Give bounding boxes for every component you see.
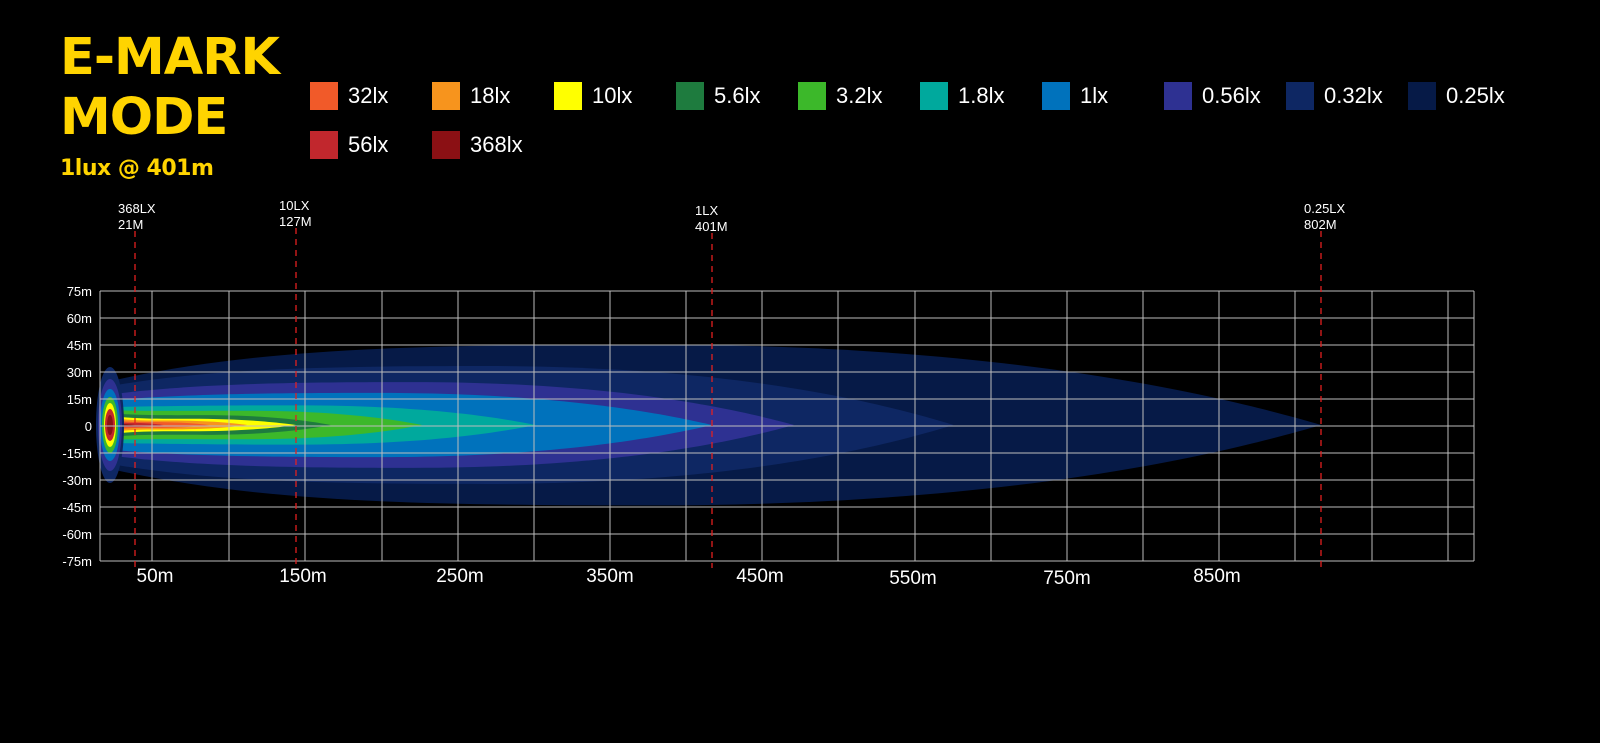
marker-distance-label: 127M [279, 214, 312, 229]
marker-lux-label: 10LX [279, 198, 310, 213]
title-line-2: MODE [60, 88, 228, 147]
x-tick-label: 150m [279, 566, 327, 587]
marker-distance-label: 21M [118, 217, 143, 232]
x-tick-label: 850m [1193, 566, 1241, 587]
x-tick-label: 250m [436, 566, 484, 587]
legend-swatch [310, 82, 338, 110]
beam-contours [96, 344, 1322, 506]
legend-item: 0.32lx [1286, 82, 1383, 110]
legend-swatch [798, 82, 826, 110]
legend-item: 56lx [310, 131, 388, 159]
title-line-1: E-MARK [60, 28, 280, 87]
legend-item: 0.25lx [1408, 82, 1505, 110]
y-tick-label: -15m [62, 446, 92, 461]
y-tick-label: 60m [67, 311, 92, 326]
legend-swatch [432, 82, 460, 110]
legend-label: 56lx [348, 132, 389, 157]
x-tick-label: 450m [736, 566, 784, 587]
legend-label: 1.8lx [958, 83, 1005, 108]
legend-swatch [1286, 82, 1314, 110]
legend-swatch [1408, 82, 1436, 110]
x-axis-ticks: 50m 150m 250m 350m 450m 550m 750m 850m [137, 566, 1241, 589]
legend-item: 10lx [554, 82, 632, 110]
legend-label: 0.32lx [1324, 83, 1383, 108]
legend-label: 32lx [348, 83, 389, 108]
x-tick-label: 350m [586, 566, 634, 587]
legend-item: 5.6lx [676, 82, 760, 110]
legend-swatch [1164, 82, 1192, 110]
y-tick-label: 30m [67, 365, 92, 380]
legend-item: 0.56lx [1164, 82, 1261, 110]
chart-title: E-MARK MODE [60, 28, 280, 148]
marker-lux-label: 0.25LX [1304, 201, 1346, 216]
y-tick-label: 15m [67, 392, 92, 407]
y-tick-label: -45m [62, 500, 92, 515]
y-axis-ticks: 75m 60m 45m 30m 15m 0 -15m -30m -45m -60m -75m [62, 284, 92, 569]
legend-item: 18lx [432, 82, 510, 110]
y-tick-label: 75m [67, 284, 92, 299]
marker-lux-label: 1LX [695, 203, 718, 218]
legend-swatch [432, 131, 460, 159]
legend-item: 3.2lx [798, 82, 882, 110]
y-tick-label: -75m [62, 554, 92, 569]
legend-item: 32lx [310, 82, 388, 110]
legend-item: 1lx [1042, 82, 1108, 110]
legend-label: 0.56lx [1202, 83, 1261, 108]
y-tick-label: -30m [62, 473, 92, 488]
legend-label: 5.6lx [714, 83, 761, 108]
legend-label: 10lx [592, 83, 633, 108]
legend-swatch [310, 131, 338, 159]
y-tick-label: 45m [67, 338, 92, 353]
source-bloom [107, 415, 113, 435]
x-tick-label: 50m [137, 566, 174, 587]
legend-swatch [554, 82, 582, 110]
marker-distance-label: 401M [695, 219, 728, 234]
legend-item: 368lx [432, 131, 523, 159]
legend-label: 0.25lx [1446, 83, 1505, 108]
x-tick-label: 750m [1043, 568, 1091, 589]
legend-swatch [920, 82, 948, 110]
legend-label: 3.2lx [836, 83, 883, 108]
x-tick-label: 550m [889, 568, 937, 589]
legend-swatch [676, 82, 704, 110]
y-tick-label: 0 [85, 419, 92, 434]
legend-label: 1lx [1080, 83, 1109, 108]
marker-distance-label: 802M [1304, 217, 1337, 232]
grid [99, 290, 1475, 562]
marker-lux-label: 368LX [118, 201, 156, 216]
chart-subtitle: 1lux @ 401m [60, 156, 214, 181]
legend-item: 1.8lx [920, 82, 1004, 110]
legend-label: 368lx [470, 132, 523, 157]
legend-label: 18lx [470, 83, 511, 108]
y-tick-label: -60m [62, 527, 92, 542]
legend-swatch [1042, 82, 1070, 110]
